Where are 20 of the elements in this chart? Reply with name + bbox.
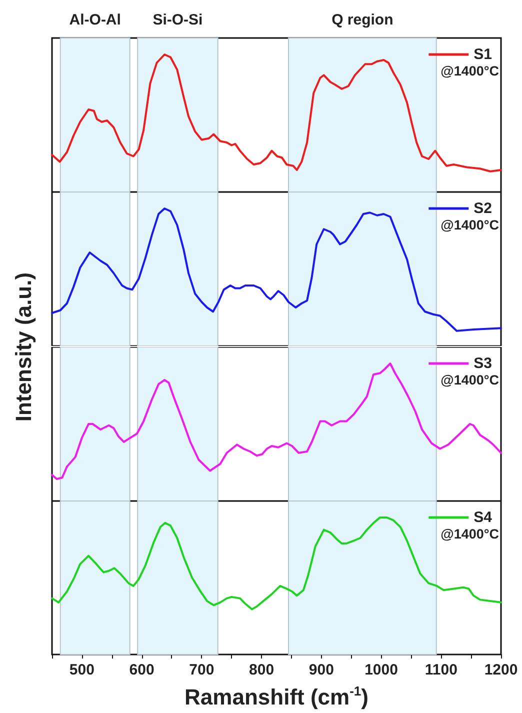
x-tick-label: 800 [249,661,274,678]
annotation: @1400°C [440,526,500,542]
legend-label: S3 [474,354,492,372]
annotation: @1400°C [440,372,500,387]
x-tick-label: 900 [308,661,334,678]
x-tick-label: 1000 [364,661,398,678]
band-label: Al-O-Al [69,12,121,28]
x-tick-label: 1100 [424,661,458,678]
x-tick-label: 700 [189,661,214,678]
legend-label: S2 [474,200,492,218]
y-axis-title: Intensity (a.u.) [11,272,37,422]
legend-label: S4 [474,508,493,526]
annotation: @1400°C [440,218,500,233]
annotation: @1400°C [440,64,500,78]
band-label: Si-O-Si [152,12,203,28]
x-tick-label: 600 [129,661,154,678]
x-tick-label: 1200 [484,661,518,678]
legend-label: S1 [474,46,492,63]
band-label: Q region [332,12,394,28]
x-tick-label: 500 [69,661,94,678]
